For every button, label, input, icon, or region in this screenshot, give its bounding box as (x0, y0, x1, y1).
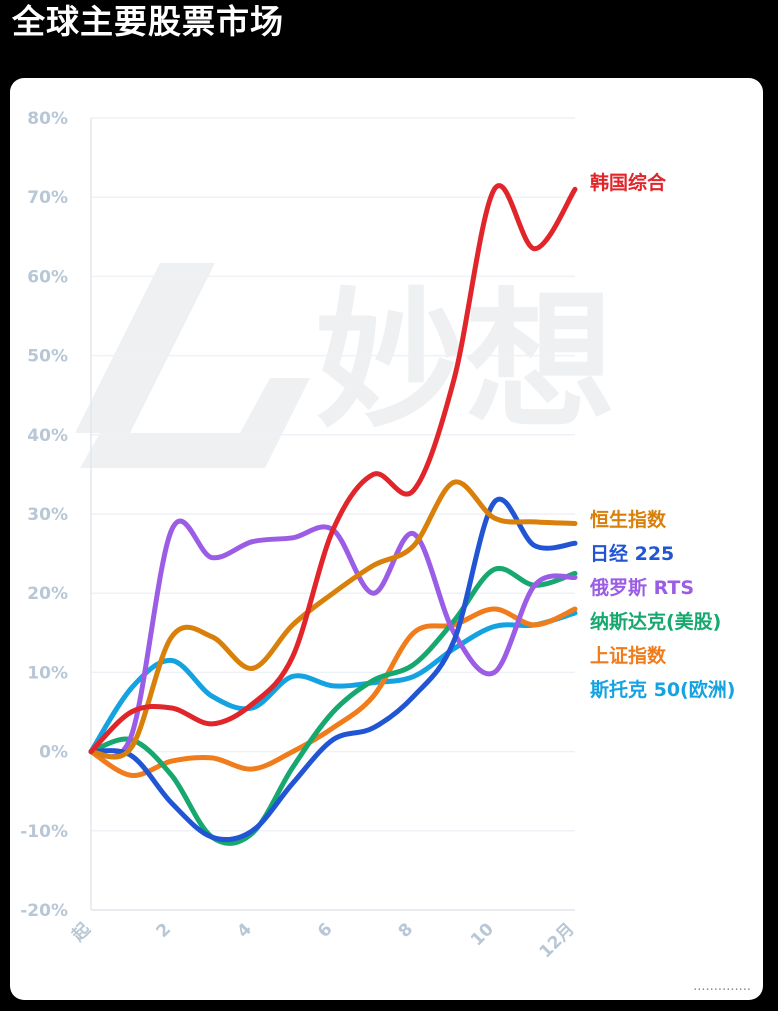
watermark: 妙想 (75, 263, 615, 468)
watermark-text: 妙想 (315, 275, 615, 449)
y-tick-label: -20% (20, 901, 68, 921)
y-tick-label: 80% (27, 109, 68, 129)
footer-watermark: ·············· (693, 983, 751, 998)
y-axis: 80% 70% 60% 50% 40% 30% 20% 10% 0% -10% -20% (20, 109, 92, 921)
y-tick-label: 60% (27, 267, 68, 287)
x-tick-label: 12月 (536, 919, 579, 962)
series-line (88, 518, 578, 760)
series-line (88, 496, 578, 843)
y-tick-label: 30% (27, 505, 68, 525)
x-tick-label: 起 (67, 918, 95, 946)
legend-label: 斯托克 50(欧洲) (590, 678, 735, 701)
watermark-logo-icon (75, 263, 310, 468)
x-tick-label: 6 (314, 919, 337, 942)
series-lines (88, 183, 578, 846)
line-chart: 妙想 80% 70% 60% 50% 40% 30% 20% 10% 0% -10% -20% 起 2… (20, 109, 735, 962)
legend-label: 日经 225 (590, 542, 674, 565)
legend-label: 俄罗斯 RTS (589, 576, 694, 599)
legend-label: 纳斯达克(美股) (590, 610, 721, 633)
y-tick-label: 40% (27, 426, 68, 446)
x-tick-label: 4 (233, 919, 256, 942)
y-tick-label: -10% (20, 822, 68, 842)
legend-label: 恒生指数 (590, 508, 667, 531)
y-tick-label: 10% (27, 663, 68, 683)
x-tick-label: 8 (395, 919, 418, 942)
page-title: 全球主要股票市场 (12, 2, 284, 41)
y-tick-label: 70% (27, 188, 68, 208)
series-line (88, 479, 578, 760)
y-tick-label: 50% (27, 347, 68, 367)
x-tick-label: 2 (153, 919, 176, 942)
x-axis: 起 2 4 6 8 10 12月 (67, 909, 579, 962)
series-line (88, 606, 578, 778)
series-line (88, 183, 578, 755)
legend-label: 上证指数 (590, 644, 667, 667)
chart-card: 妙想 80% 70% 60% 50% 40% 30% 20% 10% 0% -10% -20% 起 2… (10, 78, 763, 1000)
x-tick-label: 10 (467, 919, 498, 950)
series-line (88, 565, 578, 846)
series-line (88, 610, 578, 755)
y-tick-label: 0% (39, 743, 68, 763)
legend-label: 韩国综合 (590, 171, 667, 194)
y-tick-label: 20% (27, 584, 68, 604)
